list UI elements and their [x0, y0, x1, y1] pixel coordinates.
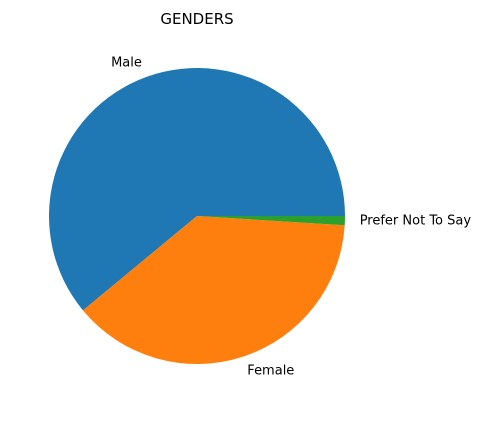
- pie-slice-female: [82, 216, 345, 365]
- pie-label-prefer-not-to-say: Prefer Not To Say: [360, 214, 472, 229]
- pie-labels: Male Female Prefer Not To Say: [111, 55, 471, 378]
- pie-label-female: Female: [247, 363, 294, 378]
- pie-slice-male: [48, 68, 345, 311]
- pie-slice-prefer-not-to-say: [197, 216, 345, 226]
- pie-label-male: Male: [111, 55, 142, 70]
- pie-slices: [48, 68, 345, 365]
- chart-title: GENDERS: [160, 10, 233, 28]
